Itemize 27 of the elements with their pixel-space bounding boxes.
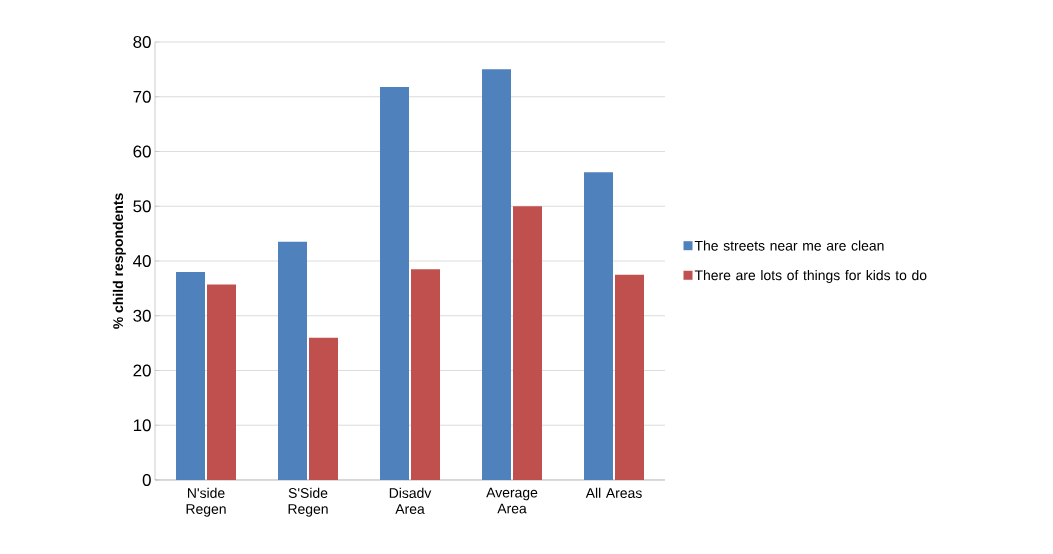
y-tick-label: 10 [133, 419, 151, 432]
x-tick-label: N'side Regen [186, 487, 226, 517]
bar [309, 337, 339, 480]
bar [513, 206, 542, 480]
x-tick-label: Disadv Area [389, 487, 432, 514]
legend-label: There are lots of things for kids to do [694, 269, 927, 283]
y-tick-label: 20 [133, 364, 151, 377]
bar [411, 269, 441, 480]
x-tick-label: S'Side Regen [288, 487, 328, 517]
y-tick-label: 50 [133, 200, 151, 213]
bar [176, 271, 206, 480]
bar [482, 69, 512, 480]
bar [380, 86, 410, 480]
y-tick-label: 40 [133, 254, 151, 267]
bar [207, 284, 236, 480]
bar [584, 172, 614, 480]
bar [615, 274, 644, 480]
y-tick-label: 70 [133, 90, 151, 103]
x-tick-label: All Areas [585, 487, 642, 498]
bar [278, 241, 308, 480]
x-tick-label: Average Area [486, 487, 538, 514]
y-tick-label: 60 [133, 145, 151, 158]
y-tick-label: 0 [142, 473, 151, 486]
y-tick-label: 30 [133, 309, 151, 322]
y-axis-title: % child respondents [112, 193, 126, 329]
legend-label: The streets near me are clean [694, 240, 884, 251]
y-tick-label: 80 [133, 35, 151, 48]
